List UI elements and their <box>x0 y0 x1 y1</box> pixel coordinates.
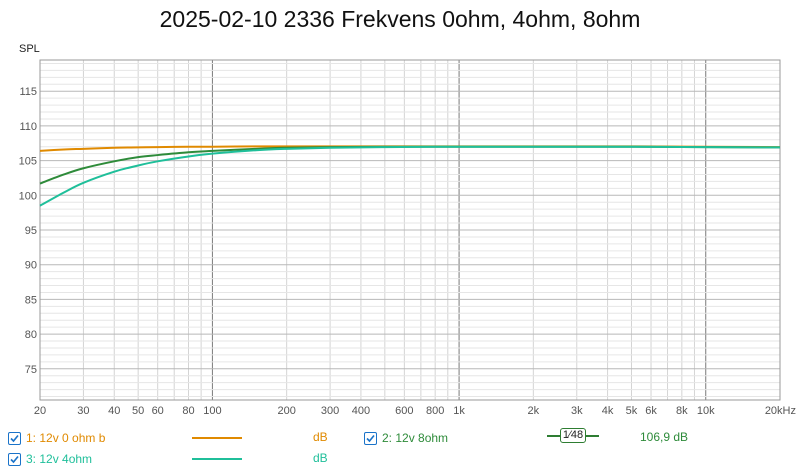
y-tick-label: 90 <box>25 260 37 272</box>
x-tick-label: 2k <box>528 405 540 417</box>
x-tick-label: 6k <box>645 405 657 417</box>
x-tick-label: 20 <box>34 405 46 417</box>
x-tick-label: 10k <box>697 405 715 417</box>
y-tick-label: 115 <box>19 86 37 98</box>
legend: 1: 12v 0 ohm b dB 2: 12v 8ohm 1⁄48 106,9… <box>0 426 800 470</box>
y-tick-label: 80 <box>25 329 37 341</box>
x-tick-labels: 20 30 40 50 60 80 100 200 300 400 600 800 1k 2k 3k 4k 5k… <box>34 405 796 417</box>
legend-unit-3: dB <box>313 451 328 465</box>
series-line-3 <box>39 145 781 207</box>
legend-item-3[interactable]: 3: 12v 4ohm <box>8 450 92 468</box>
legend-swatch-1 <box>192 437 242 439</box>
x-tick-label: 40 <box>108 405 120 417</box>
plot-grid <box>39 60 781 400</box>
frequency-response-chart: SPL 20 30 40 50 60 80 100 200 300 400 600 800 1k 2k 3k… <box>19 43 796 417</box>
legend-item-2[interactable]: 2: 12v 8ohm <box>364 429 448 447</box>
legend-label-2: 2: 12v 8ohm <box>382 431 449 445</box>
x-tick-label: 20kHz <box>765 405 796 417</box>
plot-frame <box>39 59 781 401</box>
chart-title: 2025-02-10 2336 Frekvens 0ohm, 4ohm, 8oh… <box>159 6 641 32</box>
x-tick-label: 600 <box>395 405 413 417</box>
y-tick-label: 110 <box>19 121 37 133</box>
y-tick-label: 105 <box>19 156 37 168</box>
x-tick-label: 100 <box>203 405 221 417</box>
legend-checkbox-1[interactable] <box>8 431 21 445</box>
check-icon <box>10 434 19 442</box>
x-tick-label: 50 <box>132 405 144 417</box>
y-tick-labels: 75 80 85 90 95 100 105 110 115 <box>19 86 37 376</box>
y-tick-label: 75 <box>25 364 37 376</box>
x-tick-label: 4k <box>602 405 614 417</box>
x-tick-label: 200 <box>277 405 295 417</box>
legend-checkbox-3[interactable] <box>8 452 21 466</box>
legend-swatch-2-right <box>586 435 599 437</box>
legend-label-1: 1: 12v 0 ohm b <box>26 431 106 445</box>
legend-unit-1: dB <box>313 430 328 444</box>
legend-swatch-2-left <box>547 435 560 437</box>
legend-swatch-3 <box>192 458 242 460</box>
x-tick-label: 60 <box>152 405 164 417</box>
smoothing-selector[interactable]: 1⁄48 <box>560 428 586 443</box>
x-tick-label: 1k <box>453 405 465 417</box>
series-layer <box>39 145 781 207</box>
check-icon <box>366 434 375 442</box>
x-tick-label: 800 <box>426 405 444 417</box>
check-icon <box>10 455 19 463</box>
legend-label-3: 3: 12v 4ohm <box>26 452 93 466</box>
y-tick-label: 100 <box>19 190 37 202</box>
y-tick-label: 85 <box>25 294 37 306</box>
series-line-2 <box>39 145 781 185</box>
x-tick-label: 3k <box>571 405 583 417</box>
legend-item-1[interactable]: 1: 12v 0 ohm b <box>8 429 105 447</box>
y-axis-label: SPL <box>19 43 40 55</box>
x-tick-label: 5k <box>626 405 638 417</box>
y-tick-label: 95 <box>25 225 37 237</box>
legend-value-2: 106,9 dB <box>640 430 689 444</box>
x-tick-label: 8k <box>676 405 688 417</box>
x-tick-label: 80 <box>182 405 194 417</box>
x-tick-label: 400 <box>352 405 370 417</box>
x-tick-label: 300 <box>321 405 339 417</box>
legend-checkbox-2[interactable] <box>364 431 377 445</box>
x-tick-label: 30 <box>77 405 89 417</box>
